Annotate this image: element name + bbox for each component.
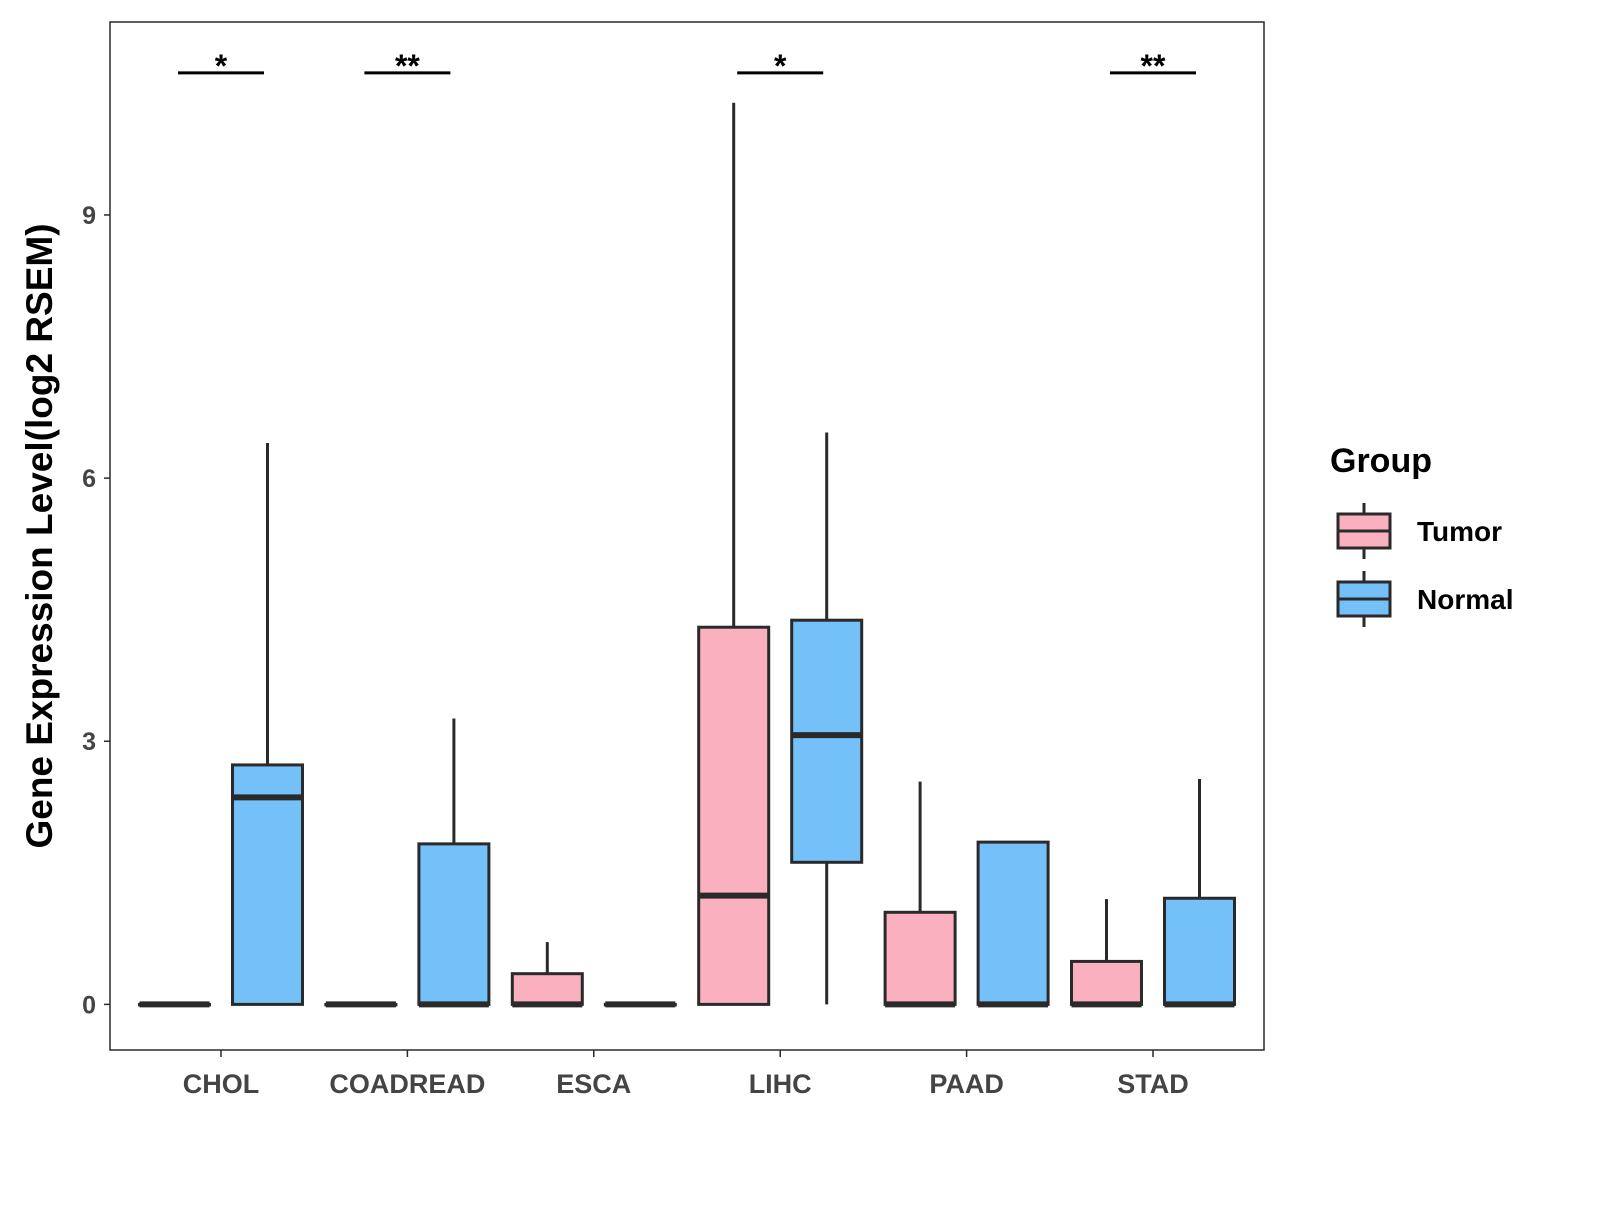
significance-label: ** bbox=[1141, 48, 1166, 84]
box-tumor-coadread bbox=[324, 1001, 398, 1008]
box-body bbox=[1070, 959, 1143, 1006]
box-body bbox=[790, 618, 864, 864]
legend-label-tumor: Tumor bbox=[1417, 516, 1502, 547]
box-normal-esca bbox=[603, 1001, 677, 1008]
box-body bbox=[697, 625, 771, 1006]
box-body bbox=[231, 763, 304, 1006]
x-tick-label: STAD bbox=[1117, 1069, 1189, 1099]
y-axis-label: Gene Expression Level(log2 RSEM) bbox=[19, 223, 60, 848]
significance-label: ** bbox=[395, 48, 420, 84]
box-body bbox=[510, 972, 584, 1006]
y-tick-label: 0 bbox=[82, 991, 96, 1019]
y-tick-label: 6 bbox=[82, 465, 96, 493]
y-tick-label: 3 bbox=[82, 728, 96, 756]
box-body bbox=[1163, 896, 1236, 1006]
box-tumor-chol bbox=[138, 1001, 211, 1008]
box-normal-coadread bbox=[417, 718, 491, 1008]
legend-title: Group bbox=[1330, 442, 1432, 480]
box-tumor-stad bbox=[1070, 899, 1143, 1008]
box-tumor-paad bbox=[883, 781, 957, 1008]
box-normal-lihc bbox=[790, 432, 864, 1005]
x-tick-label: LIHC bbox=[749, 1069, 812, 1099]
x-tick-label: PAAD bbox=[929, 1069, 1004, 1099]
legend-label-normal: Normal bbox=[1417, 584, 1513, 615]
x-tick-label: COADREAD bbox=[329, 1069, 485, 1099]
box-tumor-esca bbox=[510, 942, 584, 1008]
box-normal-stad bbox=[1163, 778, 1236, 1008]
significance-label: * bbox=[774, 48, 787, 84]
box-body bbox=[976, 840, 1050, 1006]
box-normal-paad bbox=[976, 840, 1050, 1008]
x-tick-label: CHOL bbox=[183, 1069, 260, 1099]
box-tumor-lihc bbox=[697, 102, 771, 1006]
y-tick-label: 9 bbox=[82, 202, 96, 230]
x-tick-label: ESCA bbox=[556, 1069, 631, 1099]
box-body bbox=[417, 842, 491, 1006]
box-normal-chol bbox=[231, 443, 304, 1006]
significance-label: * bbox=[215, 48, 228, 84]
box-body bbox=[883, 910, 957, 1006]
